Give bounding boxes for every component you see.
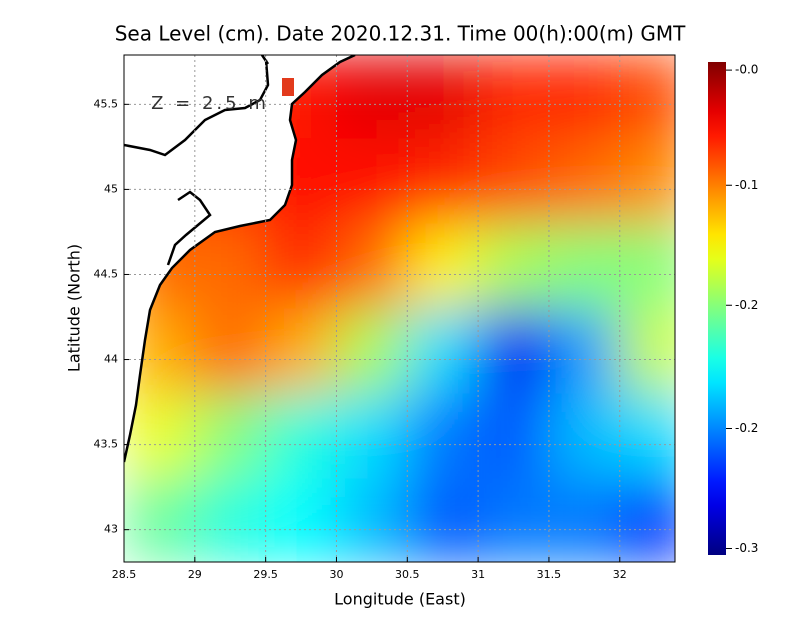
field-cell — [619, 138, 675, 224]
field-cell — [336, 478, 408, 562]
x-tick-label: 30 — [329, 568, 343, 581]
y-tick-label: 45.5 — [94, 97, 119, 110]
field-cell — [619, 393, 675, 480]
field-cell — [478, 478, 550, 562]
field-cell — [265, 393, 337, 480]
y-tick-label: 43.5 — [94, 438, 119, 451]
field-cell — [478, 308, 550, 395]
field-cell — [194, 308, 267, 395]
field-cell — [619, 308, 675, 395]
x-tick-label: 29 — [188, 568, 202, 581]
plot-frame — [123, 54, 676, 563]
coastline — [124, 55, 356, 463]
field-cell — [478, 55, 550, 139]
field-cell — [194, 393, 267, 480]
field-cell — [619, 55, 675, 139]
field-cell — [619, 223, 675, 309]
field-cell — [407, 223, 479, 309]
field-cell — [548, 478, 621, 562]
field-cell — [548, 223, 621, 309]
field-cell — [407, 308, 479, 395]
field-cell — [548, 393, 621, 480]
field-cell — [265, 308, 337, 395]
field-cell — [124, 478, 196, 562]
field-cell — [407, 55, 479, 139]
field-cell — [194, 478, 267, 562]
land-cell — [282, 78, 294, 96]
y-tick-label: 45 — [104, 182, 118, 195]
field-cell — [336, 138, 408, 224]
grid — [123, 55, 675, 562]
annotation: Z = 2.5 m — [151, 93, 269, 114]
field-cell — [265, 478, 337, 562]
land — [124, 55, 356, 463]
colorbar-tick-label: -0.1 — [735, 178, 758, 192]
coastline — [124, 55, 270, 266]
field-cell — [619, 478, 675, 562]
y-tick-label: 44 — [104, 353, 118, 366]
colorbar-axis: -0.0 -0.1 -0.2 -0.2 -0.3 — [726, 63, 758, 555]
field — [124, 55, 675, 562]
field-cell — [336, 223, 408, 309]
chart-title: Sea Level (cm). Date 2020.12.31. Time 00… — [115, 22, 686, 46]
x-tick-label: 29.5 — [253, 568, 278, 581]
colorbar-tick-label: -0.3 — [735, 541, 758, 555]
field-cell — [407, 478, 479, 562]
y-tick-label: 43 — [104, 523, 118, 536]
y-tick-label: 44.5 — [94, 267, 119, 280]
x-axis-label: Longitude (East) — [334, 590, 466, 609]
field-cell — [548, 55, 621, 139]
x-tick-label: 31.5 — [537, 568, 562, 581]
field-cell — [548, 308, 621, 395]
y-axis-label: Latitude (North) — [65, 244, 84, 372]
field-cell — [265, 223, 337, 309]
field-cell — [336, 308, 408, 395]
land-area — [124, 55, 355, 462]
field-cell — [548, 138, 621, 224]
field-cell — [336, 393, 408, 480]
field-cell — [407, 138, 479, 224]
x-tick-label: 31 — [471, 568, 485, 581]
colorbar-tick-label: -0.2 — [735, 298, 758, 312]
colorbar — [708, 62, 726, 555]
x-tick-label: 28.5 — [112, 568, 137, 581]
field-cells — [124, 55, 675, 562]
colorbar-tick-label: -0.2 — [735, 421, 758, 435]
field-cell — [478, 223, 550, 309]
field-cell — [478, 393, 550, 480]
x-tick-label: 32 — [613, 568, 627, 581]
field-cell — [407, 393, 479, 480]
x-tick-label: 30.5 — [395, 568, 420, 581]
field-cell — [336, 55, 408, 139]
colorbar-tick-label: -0.0 — [735, 63, 758, 77]
field-cell — [478, 138, 550, 224]
